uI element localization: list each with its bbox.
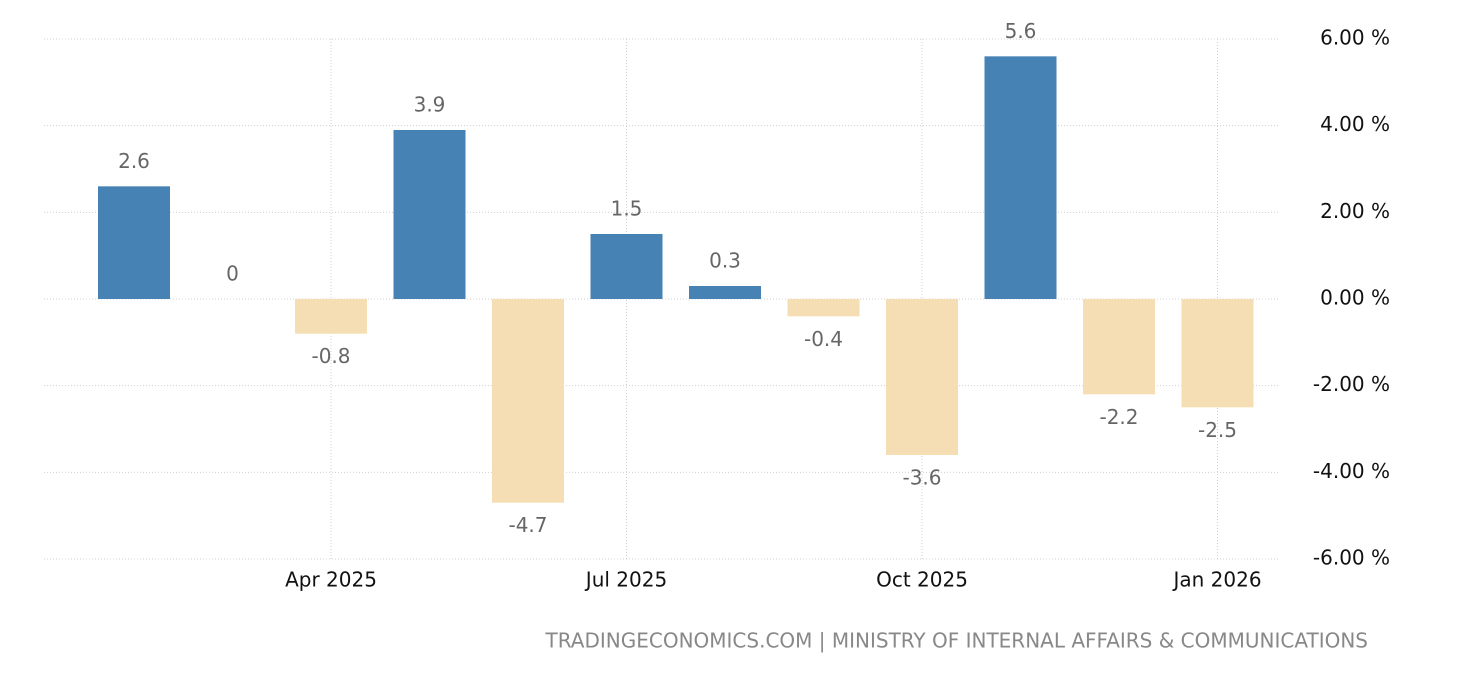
data-label: -0.8 bbox=[311, 344, 350, 368]
data-label: 5.6 bbox=[1005, 19, 1037, 43]
data-label: 3.9 bbox=[414, 93, 446, 117]
x-tick-label: Jan 2026 bbox=[1171, 568, 1261, 592]
data-label: -0.4 bbox=[804, 327, 843, 351]
bar bbox=[295, 299, 367, 334]
bar bbox=[98, 186, 170, 299]
y-tick-label: -4.00 % bbox=[1313, 459, 1390, 483]
data-label: 1.5 bbox=[611, 197, 643, 221]
data-label: -2.2 bbox=[1099, 405, 1138, 429]
bar bbox=[787, 299, 860, 317]
data-label: 0 bbox=[226, 262, 239, 286]
bar bbox=[984, 56, 1057, 300]
bar bbox=[689, 286, 761, 299]
data-label: 0.3 bbox=[709, 249, 741, 273]
y-tick-label: 2.00 % bbox=[1320, 199, 1390, 223]
y-tick-label: 0.00 % bbox=[1320, 286, 1390, 310]
bar bbox=[1181, 299, 1254, 408]
source: TRADINGECONOMICS.COM | MINISTRY OF INTER… bbox=[544, 629, 1368, 653]
data-label: 2.6 bbox=[118, 149, 150, 173]
x-tick-label: Oct 2025 bbox=[876, 568, 968, 592]
y-tick-label: 4.00 % bbox=[1320, 112, 1390, 136]
bar bbox=[492, 299, 564, 503]
data-label: -2.5 bbox=[1198, 418, 1237, 442]
bar bbox=[886, 299, 958, 455]
y-tick-label: 6.00 % bbox=[1320, 26, 1390, 50]
bar bbox=[1083, 299, 1155, 395]
y-tick-label: -6.00 % bbox=[1313, 546, 1390, 570]
x-tick-label: Apr 2025 bbox=[285, 568, 377, 592]
y-tick-label: -2.00 % bbox=[1313, 372, 1390, 396]
bar bbox=[393, 130, 466, 299]
data-label: -3.6 bbox=[902, 466, 941, 490]
x-tick-label: Jul 2025 bbox=[584, 568, 667, 592]
data-label: -4.7 bbox=[508, 513, 547, 537]
bar bbox=[590, 234, 663, 299]
